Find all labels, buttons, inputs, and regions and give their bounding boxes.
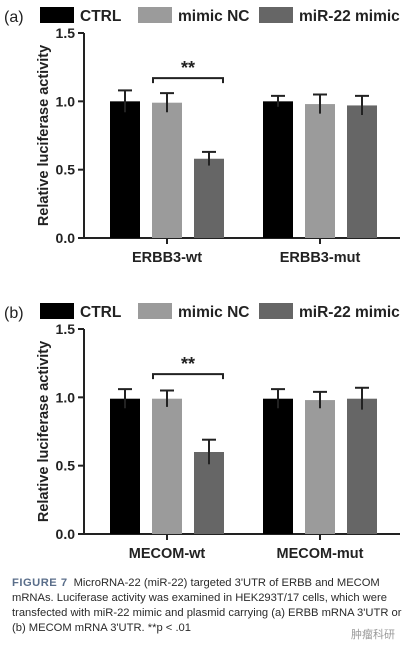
y-axis-label: Relative luciferase activity (36, 45, 52, 226)
y-tick-label: 1.5 (56, 321, 76, 337)
y-tick-label: 0.5 (56, 458, 76, 474)
bar (152, 398, 182, 534)
bar (305, 104, 335, 238)
panel-a-chart: (a) CTRL mimic NC miR-22 mimic Relative luci… (4, 7, 400, 266)
watermark: 肿瘤科研 (351, 628, 395, 641)
bar (194, 452, 224, 534)
y-tick-label: 0.0 (56, 526, 76, 542)
legend-swatch (40, 7, 74, 23)
legend-swatch (138, 7, 172, 23)
legend-swatch (40, 303, 74, 319)
x-tick-label: MECOM-mut (277, 546, 364, 562)
significance-label: ** (181, 58, 195, 78)
significance-bracket (152, 373, 224, 380)
bar (347, 398, 377, 534)
y-tick-label: 0.5 (56, 162, 76, 178)
legend-swatch (259, 7, 293, 23)
y-tick-label: 1.0 (56, 389, 76, 405)
significance-bracket (152, 77, 224, 84)
bar (194, 158, 224, 238)
caption-label: FIGURE 7 (12, 577, 68, 589)
caption-text: MicroRNA-22 (miR-22) targeted 3'UTR of E… (12, 577, 402, 634)
legend-label: miR-22 mimic (299, 8, 400, 25)
x-tick-label: ERBB3-wt (132, 250, 202, 266)
bar (263, 398, 293, 534)
y-axis-label: Relative luciferase activity (36, 341, 52, 522)
bar (110, 398, 140, 534)
legend-label: CTRL (80, 304, 121, 321)
legend-label: miR-22 mimic (299, 304, 400, 321)
bar (347, 105, 377, 238)
bar (152, 102, 182, 238)
panel-label: (a) (4, 9, 24, 26)
bar (263, 101, 293, 238)
legend-label: CTRL (80, 8, 121, 25)
bar (110, 101, 140, 238)
legend-swatch (259, 303, 293, 319)
y-tick-label: 1.5 (56, 25, 76, 41)
x-tick-label: ERBB3-mut (280, 250, 361, 266)
significance-label: ** (181, 354, 195, 374)
x-tick-label: MECOM-wt (129, 546, 206, 562)
y-tick-label: 1.0 (56, 93, 76, 109)
figure-caption: FIGURE 7 MicroRNA-22 (miR-22) targeted 3'… (12, 576, 402, 636)
y-tick-label: 0.0 (56, 230, 76, 246)
panel-b-chart: (b) CTRL mimic NC miR-22 mimic Relative luci… (4, 303, 400, 562)
legend-label: mimic NC (178, 304, 250, 321)
legend-swatch (138, 303, 172, 319)
panel-label: (b) (4, 305, 24, 322)
legend-label: mimic NC (178, 8, 250, 25)
bar (305, 400, 335, 534)
